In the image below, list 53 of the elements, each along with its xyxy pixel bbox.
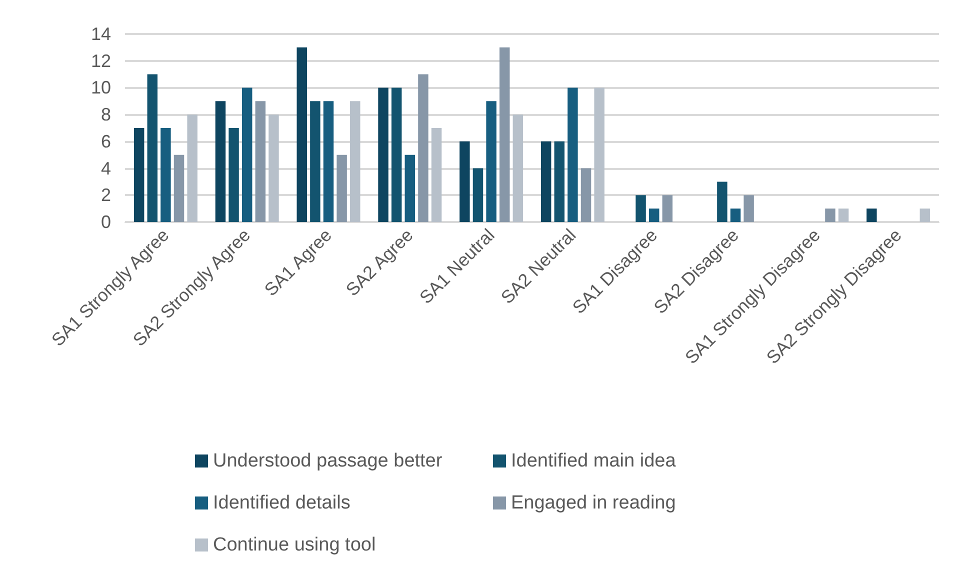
bar xyxy=(134,128,144,222)
y-tick-label: 0 xyxy=(100,212,111,232)
bar xyxy=(215,101,226,222)
bar xyxy=(336,154,347,222)
legend-label: Understood passage better xyxy=(213,450,443,472)
y-tick-label: 4 xyxy=(100,158,111,178)
y-tick-label: 10 xyxy=(90,78,111,98)
bar xyxy=(554,141,565,222)
y-tick-label: 12 xyxy=(90,50,111,71)
legend-label: Continue using tool xyxy=(213,534,376,556)
bar xyxy=(228,128,239,222)
y-tick-label: 6 xyxy=(100,131,111,152)
bar xyxy=(174,154,184,222)
bar xyxy=(296,47,307,222)
bar xyxy=(418,74,428,222)
legend-label: Identified details xyxy=(213,492,350,514)
bar xyxy=(378,88,388,222)
bar xyxy=(310,101,320,222)
bar xyxy=(323,101,334,222)
bar xyxy=(472,168,484,222)
legend-label: Identified main idea xyxy=(511,450,676,472)
bar xyxy=(825,208,836,222)
bar xyxy=(648,208,660,222)
bar xyxy=(268,114,279,222)
bar xyxy=(391,88,402,222)
bar xyxy=(147,74,158,222)
bar xyxy=(460,141,470,222)
bar xyxy=(431,128,442,222)
bar xyxy=(580,168,592,222)
bar xyxy=(242,88,252,222)
bar xyxy=(866,208,877,222)
y-tick-label: 8 xyxy=(100,104,111,125)
bar xyxy=(920,208,930,222)
bar xyxy=(594,88,604,222)
bar xyxy=(568,88,578,222)
bar xyxy=(350,101,360,222)
bar xyxy=(838,208,849,222)
bar xyxy=(662,195,673,222)
bar xyxy=(512,114,524,222)
bar xyxy=(636,195,646,222)
legend-label: Engaged in reading xyxy=(511,492,676,514)
bar xyxy=(744,195,754,222)
bar xyxy=(404,154,416,222)
bar xyxy=(486,101,496,222)
bar xyxy=(730,208,741,222)
bar xyxy=(499,47,510,222)
y-tick-label: 2 xyxy=(100,185,111,206)
bar xyxy=(255,101,266,222)
y-tick-label: 14 xyxy=(90,24,111,44)
bar xyxy=(160,128,171,222)
bar xyxy=(717,182,728,222)
bar xyxy=(540,141,552,222)
bar xyxy=(187,114,198,222)
